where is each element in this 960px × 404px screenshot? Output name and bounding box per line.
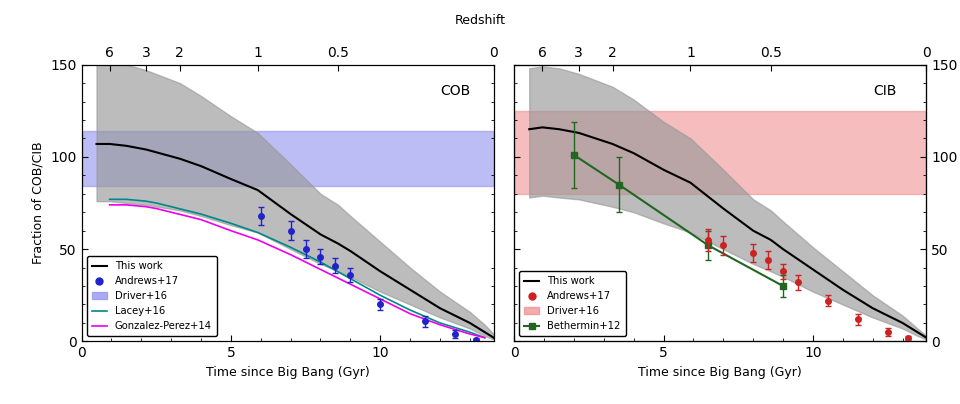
Bar [515, 111, 926, 194]
Text: COB: COB [440, 84, 470, 98]
Legend: This work, Andrews+17, Driver+16, Lacey+16, Gonzalez-Perez+14: This work, Andrews+17, Driver+16, Lacey+… [86, 257, 217, 337]
Legend: This work, Andrews+17, Driver+16, Bethermin+12: This work, Andrews+17, Driver+16, Bether… [519, 271, 626, 337]
Text: Redshift: Redshift [454, 14, 506, 27]
Text: CIB: CIB [873, 84, 897, 98]
Y-axis label: Fraction of COB/CIB: Fraction of COB/CIB [32, 142, 45, 264]
X-axis label: Time since Big Bang (Gyr): Time since Big Bang (Gyr) [638, 366, 803, 379]
X-axis label: Time since Big Bang (Gyr): Time since Big Bang (Gyr) [205, 366, 370, 379]
Bar [82, 131, 493, 186]
